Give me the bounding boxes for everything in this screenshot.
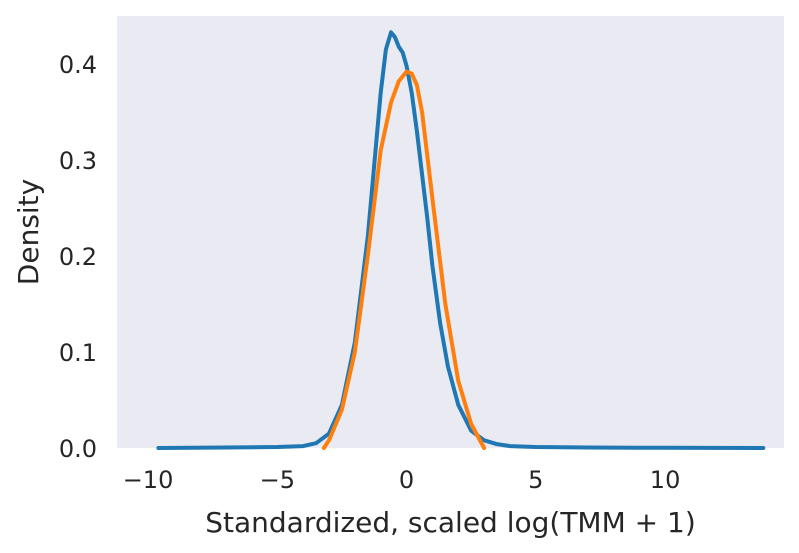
x-tick-label: −10: [123, 466, 174, 494]
y-tick-label: 0.2: [59, 243, 97, 271]
x-tick-label: 5: [528, 466, 543, 494]
density-line-1: [156, 30, 766, 450]
y-tick-label: 0.3: [59, 147, 97, 175]
x-tick-label: 0: [399, 466, 414, 494]
y-axis-label: Density: [12, 179, 45, 285]
y-axis-ticks: 0.0 0.1 0.2 0.3 0.4: [59, 51, 97, 463]
x-axis-ticks: −10 −5 0 5 10: [123, 466, 681, 494]
series-lines: [156, 30, 766, 450]
y-tick-label: 0.0: [59, 435, 97, 463]
density-line-2: [321, 69, 487, 450]
y-tick-label: 0.1: [59, 339, 97, 367]
x-axis-label: Standardized, scaled log(TMM + 1): [205, 506, 696, 539]
x-tick-label: −5: [260, 466, 295, 494]
y-tick-label: 0.4: [59, 51, 97, 79]
x-tick-label: 10: [650, 466, 681, 494]
